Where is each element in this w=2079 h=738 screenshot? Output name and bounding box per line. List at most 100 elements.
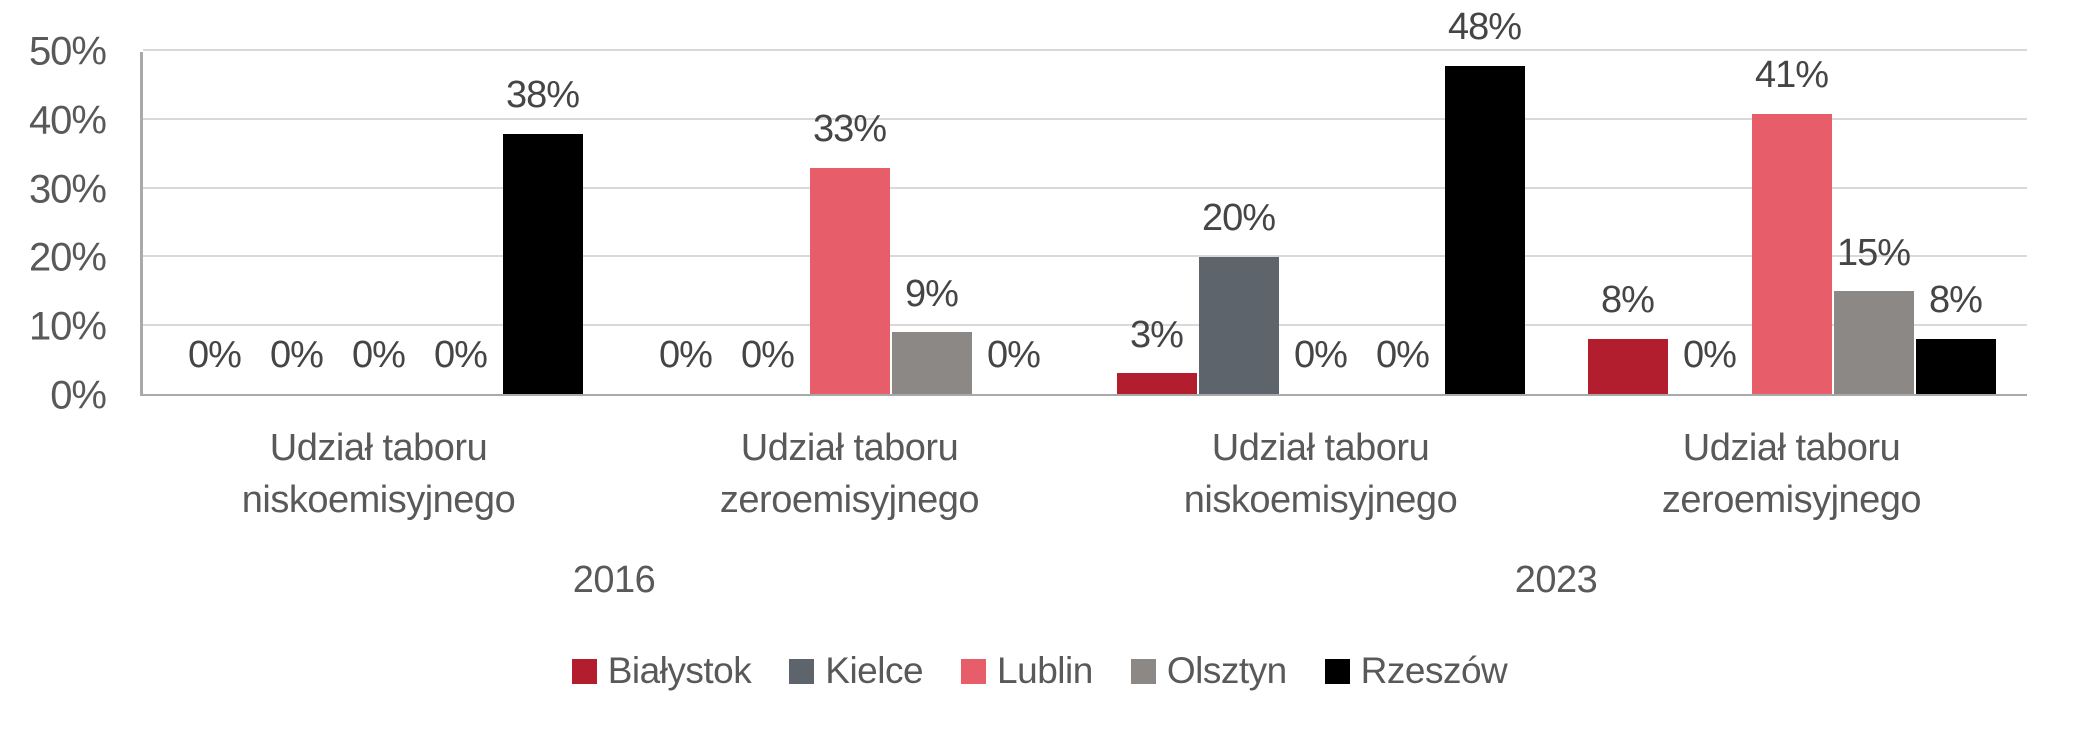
bar-cell-bialystok: 0% xyxy=(646,52,726,394)
bar-value-label: 33% xyxy=(812,108,887,151)
category-label-group2: Udział taboru zeroemisyjnego xyxy=(614,422,1085,526)
gridline xyxy=(143,49,2027,51)
legend-item-bialystok: Białystok xyxy=(571,650,752,692)
legend-swatch-lublin xyxy=(961,658,987,684)
bar-rzeszow-group1 xyxy=(502,134,583,394)
bar-cell-rzeszow: 0% xyxy=(974,52,1054,394)
bar-value-label: 48% xyxy=(1447,5,1522,48)
legend-swatch-kielce xyxy=(789,658,815,684)
bar-value-label: 20% xyxy=(1201,197,1276,240)
category-label-line: Udział taboru xyxy=(740,427,959,469)
bar-cell-olsztyn: 0% xyxy=(1363,52,1443,394)
bar-group-4: 8% 0% 41% 15% 8% xyxy=(1556,52,2027,394)
bar-cell-rzeszow: 48% xyxy=(1444,7,1525,394)
bar-group-2: 0% 0% 33% 9% 0% xyxy=(614,52,1085,394)
bar-groups: 0% 0% 0% 0% 38% 0% 0% 33% 9% 0% 3% 20% 0% 0% 48% 8% 0% 41… xyxy=(143,7,2027,394)
bar-cell-olsztyn: 15% xyxy=(1833,52,1914,394)
bar-bialystok-group3 xyxy=(1116,373,1197,394)
y-axis-tick-labels: 0% 10% 20% 30% 40% 50% xyxy=(0,30,107,418)
bar-value-label: 3% xyxy=(1130,313,1184,356)
y-axis-tick-label: 30% xyxy=(28,167,107,212)
legend-swatch-bialystok xyxy=(571,658,597,684)
gridline xyxy=(143,324,2027,327)
legend-item-rzeszow: Rzeszów xyxy=(1324,650,1508,692)
bar-cell-rzeszow: 38% xyxy=(502,52,583,394)
legend-item-lublin: Lublin xyxy=(961,650,1093,692)
bar-value-label: 41% xyxy=(1754,53,1829,96)
bar-cell-lublin: 0% xyxy=(339,52,419,394)
category-label-group4: Udział taboru zeroemisyjnego xyxy=(1556,422,2027,526)
category-label-line: zeroemisyjnego xyxy=(719,479,980,521)
legend-swatch-rzeszow xyxy=(1324,658,1350,684)
bar-value-label: 0% xyxy=(352,334,406,377)
category-label-line: Udział taboru xyxy=(1211,427,1430,469)
bar-cell-kielce: 20% xyxy=(1198,52,1279,394)
bar-value-label: 0% xyxy=(1294,334,1348,377)
year-label-2023: 2023 xyxy=(1514,559,1598,601)
bar-kielce-group3 xyxy=(1198,257,1279,394)
y-axis-tick-label: 50% xyxy=(28,29,107,74)
bar-cell-kielce: 0% xyxy=(1670,52,1750,394)
legend-label-lublin: Lublin xyxy=(997,650,1093,691)
category-label-line: niskoemisyjnego xyxy=(241,479,516,521)
y-axis-tick-label: 10% xyxy=(28,304,107,349)
legend-label-kielce: Kielce xyxy=(825,650,924,691)
category-label-line: zeroemisyjnego xyxy=(1661,479,1922,521)
legend-label-bialystok: Białystok xyxy=(607,650,752,691)
year-label-2016: 2016 xyxy=(572,559,656,601)
gridline xyxy=(143,255,2027,258)
y-axis-tick-label: 20% xyxy=(28,235,107,280)
bar-value-label: 0% xyxy=(1683,334,1737,377)
bar-value-label: 38% xyxy=(505,74,580,117)
gridline xyxy=(143,186,2027,189)
category-label-group1: Udział taboru niskoemisyjnego xyxy=(143,422,614,526)
legend: Białystok Kielce Lublin Olsztyn Rzeszów xyxy=(0,650,2079,692)
bar-value-label: 8% xyxy=(1929,279,1983,322)
bar-cell-bialystok: 8% xyxy=(1587,52,1668,394)
y-axis-tick-label: 40% xyxy=(28,98,107,143)
bar-cell-bialystok: 3% xyxy=(1116,52,1197,394)
bar-value-label: 0% xyxy=(434,334,488,377)
bar-group-1: 0% 0% 0% 0% 38% xyxy=(143,52,614,394)
bar-rzeszow-group3 xyxy=(1444,65,1525,394)
category-label-line: niskoemisyjnego xyxy=(1183,479,1458,521)
legend-swatch-olsztyn xyxy=(1130,658,1156,684)
bar-value-label: 0% xyxy=(741,334,795,377)
gridline xyxy=(143,117,2027,120)
bar-value-label: 0% xyxy=(1376,334,1430,377)
legend-item-olsztyn: Olsztyn xyxy=(1130,650,1287,692)
category-axis-labels: Udział taboru niskoemisyjnego Udział tabor… xyxy=(143,422,2027,526)
bar-lublin-group4 xyxy=(1751,113,1832,394)
category-label-line: Udział taboru xyxy=(269,427,488,469)
category-label-line: Udział taboru xyxy=(1682,427,1901,469)
bar-value-label: 0% xyxy=(987,334,1041,377)
category-label-group3: Udział taboru niskoemisyjnego xyxy=(1085,422,1556,526)
y-axis-tick-label: 0% xyxy=(50,373,107,418)
bar-cell-kielce: 0% xyxy=(257,52,337,394)
bar-lublin-group2 xyxy=(809,168,890,394)
bar-cell-lublin: 33% xyxy=(809,52,890,394)
bar-olsztyn-group4 xyxy=(1833,291,1914,394)
bar-cell-bialystok: 0% xyxy=(175,52,255,394)
bar-cell-kielce: 0% xyxy=(728,52,808,394)
legend-label-olsztyn: Olsztyn xyxy=(1166,650,1287,691)
bar-bialystok-group4 xyxy=(1587,339,1668,394)
bar-group-3: 3% 20% 0% 0% 48% xyxy=(1085,7,1556,394)
bar-cell-lublin: 0% xyxy=(1281,52,1361,394)
plot-area: 0% 0% 0% 0% 38% 0% 0% 33% 9% 0% 3% 20% 0% 0% 48% 8% 0% 41… xyxy=(140,7,2027,396)
year-axis-labels: 2016 2023 xyxy=(143,558,2027,602)
bar-cell-olsztyn: 9% xyxy=(891,52,972,394)
bar-cell-lublin: 41% xyxy=(1751,52,1832,394)
legend-label-rzeszow: Rzeszów xyxy=(1360,650,1508,691)
bar-value-label: 0% xyxy=(188,334,242,377)
bar-rzeszow-group4 xyxy=(1915,339,1996,394)
bar-value-label: 0% xyxy=(659,334,713,377)
bar-value-label: 15% xyxy=(1836,231,1911,274)
bar-cell-rzeszow: 8% xyxy=(1915,52,1996,394)
bar-value-label: 9% xyxy=(905,272,959,315)
bar-value-label: 0% xyxy=(270,334,324,377)
bar-value-label: 8% xyxy=(1601,279,1655,322)
bar-olsztyn-group2 xyxy=(891,332,972,394)
legend-item-kielce: Kielce xyxy=(789,650,924,692)
